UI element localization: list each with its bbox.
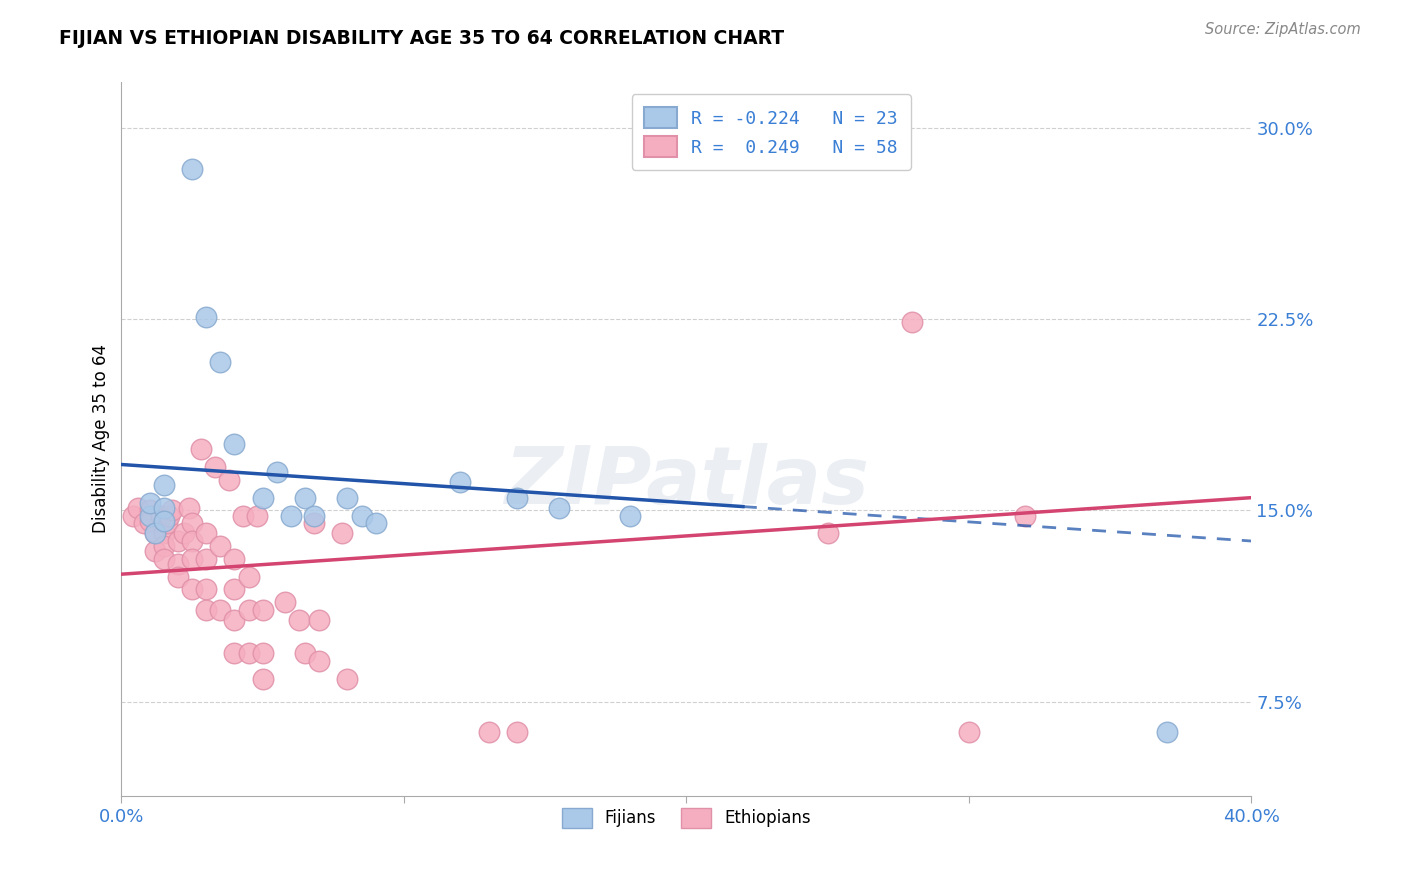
- Point: [195, 526, 218, 541]
- Point: [209, 603, 232, 617]
- Point: [153, 526, 176, 541]
- Point: [121, 508, 143, 523]
- Point: [619, 508, 641, 523]
- Point: [153, 478, 176, 492]
- Point: [143, 544, 166, 558]
- Point: [364, 516, 387, 531]
- Point: [224, 437, 246, 451]
- Point: [195, 582, 218, 597]
- Point: [167, 570, 190, 584]
- Point: [302, 508, 325, 523]
- Point: [150, 508, 173, 523]
- Point: [252, 672, 274, 686]
- Point: [308, 654, 330, 668]
- Point: [159, 508, 181, 523]
- Point: [179, 500, 201, 515]
- Point: [181, 552, 204, 566]
- Point: [957, 725, 980, 739]
- Point: [506, 491, 529, 505]
- Point: [548, 500, 571, 515]
- Point: [173, 526, 195, 541]
- Point: [350, 508, 373, 523]
- Point: [449, 475, 471, 490]
- Point: [252, 491, 274, 505]
- Point: [330, 526, 353, 541]
- Point: [274, 595, 297, 609]
- Point: [167, 534, 190, 549]
- Point: [195, 603, 218, 617]
- Y-axis label: Disability Age 35 to 64: Disability Age 35 to 64: [93, 344, 110, 533]
- Legend: Fijians, Ethiopians: Fijians, Ethiopians: [555, 802, 818, 834]
- Point: [127, 500, 149, 515]
- Point: [238, 646, 260, 660]
- Point: [506, 725, 529, 739]
- Point: [232, 508, 254, 523]
- Point: [1014, 508, 1036, 523]
- Point: [288, 613, 311, 627]
- Point: [143, 526, 166, 541]
- Point: [195, 310, 218, 324]
- Point: [162, 503, 184, 517]
- Point: [153, 514, 176, 528]
- Point: [266, 465, 288, 479]
- Point: [138, 503, 160, 517]
- Point: [1156, 725, 1178, 739]
- Text: ZIPatlas: ZIPatlas: [503, 442, 869, 521]
- Point: [153, 500, 176, 515]
- Point: [280, 508, 302, 523]
- Point: [138, 514, 160, 528]
- Point: [209, 355, 232, 369]
- Point: [246, 508, 269, 523]
- Point: [132, 516, 155, 531]
- Text: Source: ZipAtlas.com: Source: ZipAtlas.com: [1205, 22, 1361, 37]
- Point: [294, 646, 316, 660]
- Point: [181, 582, 204, 597]
- Point: [181, 516, 204, 531]
- Point: [302, 516, 325, 531]
- Point: [153, 539, 176, 553]
- Point: [336, 672, 359, 686]
- Point: [252, 603, 274, 617]
- Text: FIJIAN VS ETHIOPIAN DISABILITY AGE 35 TO 64 CORRELATION CHART: FIJIAN VS ETHIOPIAN DISABILITY AGE 35 TO…: [59, 29, 785, 47]
- Point: [156, 516, 179, 531]
- Point: [143, 526, 166, 541]
- Point: [209, 539, 232, 553]
- Point: [195, 552, 218, 566]
- Point: [308, 613, 330, 627]
- Point: [224, 582, 246, 597]
- Point: [153, 552, 176, 566]
- Point: [218, 473, 240, 487]
- Point: [238, 603, 260, 617]
- Point: [224, 646, 246, 660]
- Point: [138, 508, 160, 523]
- Point: [181, 161, 204, 176]
- Point: [224, 552, 246, 566]
- Point: [190, 442, 212, 457]
- Point: [204, 460, 226, 475]
- Point: [817, 526, 839, 541]
- Point: [252, 646, 274, 660]
- Point: [238, 570, 260, 584]
- Point: [336, 491, 359, 505]
- Point: [181, 534, 204, 549]
- Point: [138, 496, 160, 510]
- Point: [294, 491, 316, 505]
- Point: [167, 557, 190, 571]
- Point: [224, 613, 246, 627]
- Point: [478, 725, 501, 739]
- Point: [901, 315, 924, 329]
